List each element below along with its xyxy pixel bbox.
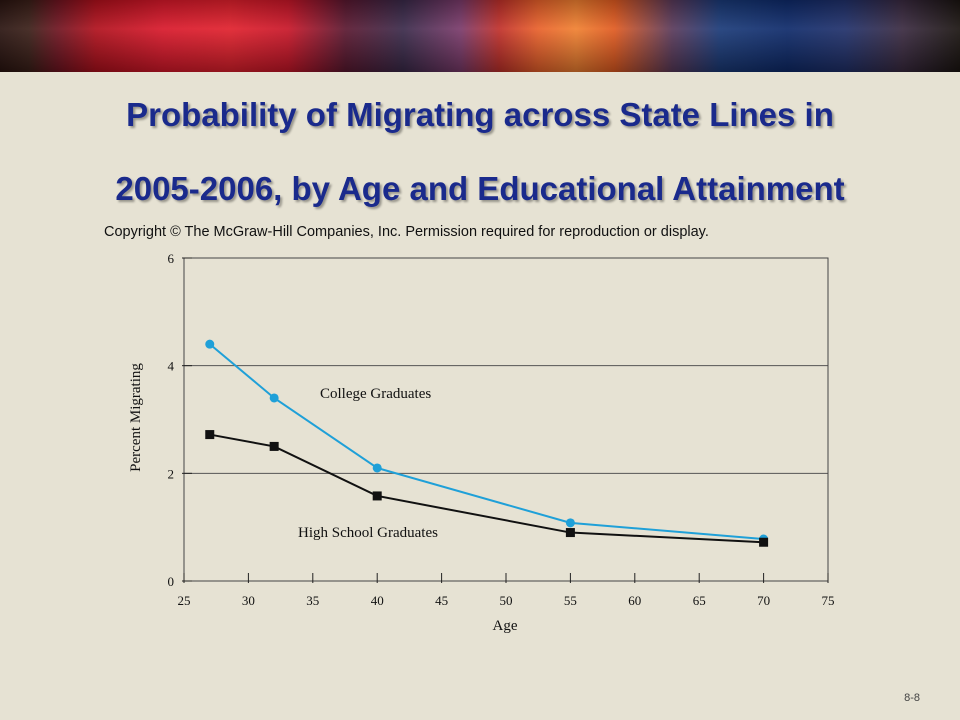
point-college-graduates-32 [269, 393, 279, 403]
grid-layer [184, 365, 828, 474]
point-college-graduates-40 [372, 463, 382, 473]
point-college-graduates-55 [565, 518, 575, 528]
slide-title-line-1: Probability of Migrating across State Li… [126, 96, 834, 133]
y-tick-label-2: 2 [168, 466, 175, 481]
x-tick-label-70: 70 [757, 593, 770, 608]
point-high-school-graduates-40 [372, 491, 382, 501]
point-high-school-graduates-70 [759, 537, 769, 547]
plot-frame [183, 257, 829, 582]
y-tick-label-6: 6 [168, 251, 175, 266]
x-tick-label-45: 45 [435, 593, 448, 608]
x-tick-label-30: 30 [242, 593, 255, 608]
y-tick-label-4: 4 [168, 359, 175, 374]
point-high-school-graduates-55 [565, 528, 575, 538]
series-label-college-graduates: College Graduates [320, 386, 431, 402]
header-banner [0, 0, 960, 72]
series-label-high-school-graduates: High School Graduates [298, 525, 438, 541]
x-tick-label-40: 40 [371, 593, 384, 608]
x-tick-label-35: 35 [306, 593, 319, 608]
point-high-school-graduates-32 [269, 441, 279, 451]
series-line-high-school-graduates [209, 433, 764, 544]
x-tick-label-50: 50 [500, 593, 513, 608]
tick-layer: 25 30 35 40 45 50 55 60 65 70 75 0 2 4 6 [168, 251, 835, 608]
slide-number: 8-8 [904, 692, 920, 704]
x-tick-label-75: 75 [822, 593, 835, 608]
series-layer [205, 339, 769, 547]
x-tick-label-60: 60 [628, 593, 641, 608]
y-tick-label-0: 0 [168, 574, 175, 589]
series-line-college-graduates [209, 343, 764, 541]
point-high-school-graduates-27 [205, 430, 215, 440]
copyright-notice: Copyright © The McGraw-Hill Companies, I… [104, 224, 709, 240]
x-tick-label-25: 25 [178, 593, 191, 608]
slide-title: Probability of Migrating across State Li… [40, 78, 920, 226]
y-axis-title: Percent Migrating [128, 363, 144, 472]
x-tick-label-55: 55 [564, 593, 577, 608]
x-axis-title: Age [493, 618, 518, 634]
point-college-graduates-27 [205, 339, 215, 349]
slide-title-line-2: 2005-2006, by Age and Educational Attain… [115, 170, 845, 207]
x-tick-label-65: 65 [693, 593, 706, 608]
